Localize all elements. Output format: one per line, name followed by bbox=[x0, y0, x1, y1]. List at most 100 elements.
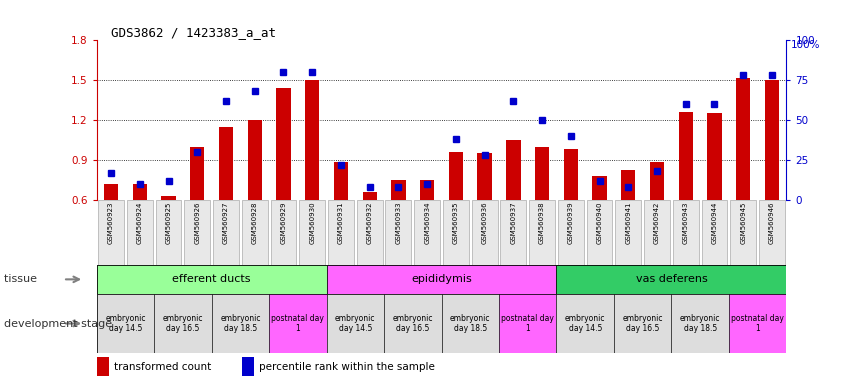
Bar bbox=[326, 294, 384, 353]
Bar bbox=[97, 294, 154, 353]
Bar bbox=[161, 196, 176, 200]
Bar bbox=[127, 200, 153, 265]
Text: embryonic
day 16.5: embryonic day 16.5 bbox=[622, 314, 663, 333]
Bar bbox=[219, 127, 233, 200]
Bar bbox=[247, 120, 262, 200]
Bar bbox=[449, 152, 463, 200]
Text: tissue: tissue bbox=[4, 274, 40, 285]
Text: GSM560923: GSM560923 bbox=[108, 202, 114, 244]
Bar bbox=[190, 147, 204, 200]
Text: GSM560939: GSM560939 bbox=[568, 202, 574, 244]
Bar bbox=[213, 200, 239, 265]
Bar bbox=[587, 200, 612, 265]
Text: GSM560925: GSM560925 bbox=[166, 202, 172, 244]
Text: embryonic
day 18.5: embryonic day 18.5 bbox=[450, 314, 490, 333]
Bar bbox=[616, 200, 641, 265]
Bar bbox=[442, 294, 499, 353]
Bar bbox=[679, 112, 693, 200]
Bar bbox=[673, 200, 699, 265]
Bar bbox=[730, 200, 756, 265]
Text: GSM560928: GSM560928 bbox=[251, 202, 257, 244]
Bar bbox=[326, 265, 557, 294]
Text: embryonic
day 18.5: embryonic day 18.5 bbox=[680, 314, 721, 333]
Bar bbox=[500, 200, 526, 265]
Text: GDS3862 / 1423383_a_at: GDS3862 / 1423383_a_at bbox=[110, 26, 276, 39]
Bar bbox=[614, 294, 671, 353]
Text: efferent ducts: efferent ducts bbox=[172, 274, 251, 285]
Bar bbox=[242, 200, 267, 265]
Text: GSM560929: GSM560929 bbox=[281, 202, 287, 244]
Bar bbox=[97, 265, 326, 294]
Bar bbox=[156, 200, 182, 265]
Text: embryonic
day 18.5: embryonic day 18.5 bbox=[220, 314, 261, 333]
Bar bbox=[212, 294, 269, 353]
Bar bbox=[98, 200, 124, 265]
Bar bbox=[759, 200, 785, 265]
Bar bbox=[334, 162, 348, 200]
Bar bbox=[707, 113, 722, 200]
Text: postnatal day
1: postnatal day 1 bbox=[501, 314, 554, 333]
Text: vas deferens: vas deferens bbox=[636, 274, 707, 285]
Bar bbox=[729, 294, 786, 353]
Bar bbox=[415, 200, 440, 265]
Text: GSM560926: GSM560926 bbox=[194, 202, 200, 244]
Text: embryonic
day 14.5: embryonic day 14.5 bbox=[335, 314, 376, 333]
Text: GSM560944: GSM560944 bbox=[711, 202, 717, 244]
Bar bbox=[97, 357, 109, 376]
Text: GSM560943: GSM560943 bbox=[683, 202, 689, 244]
Text: epididymis: epididymis bbox=[411, 274, 472, 285]
Text: embryonic
day 14.5: embryonic day 14.5 bbox=[565, 314, 606, 333]
Text: percentile rank within the sample: percentile rank within the sample bbox=[259, 362, 435, 372]
Bar bbox=[701, 200, 727, 265]
Text: GSM560930: GSM560930 bbox=[309, 202, 315, 244]
Bar bbox=[736, 78, 750, 200]
Bar bbox=[563, 149, 578, 200]
Bar bbox=[443, 200, 468, 265]
Bar bbox=[384, 294, 442, 353]
Bar bbox=[472, 200, 498, 265]
Text: embryonic
day 14.5: embryonic day 14.5 bbox=[105, 314, 145, 333]
Text: GSM560932: GSM560932 bbox=[367, 202, 373, 244]
Bar bbox=[154, 294, 212, 353]
Bar bbox=[644, 200, 670, 265]
Bar bbox=[535, 147, 549, 200]
Bar bbox=[557, 265, 786, 294]
Bar bbox=[671, 294, 729, 353]
Bar bbox=[391, 180, 405, 200]
Text: embryonic
day 16.5: embryonic day 16.5 bbox=[162, 314, 204, 333]
Text: GSM560942: GSM560942 bbox=[654, 202, 660, 244]
Bar bbox=[764, 80, 779, 200]
Text: development stage: development stage bbox=[4, 318, 116, 329]
Text: GSM560924: GSM560924 bbox=[137, 202, 143, 244]
Bar bbox=[133, 184, 147, 200]
Bar bbox=[277, 88, 291, 200]
Text: embryonic
day 16.5: embryonic day 16.5 bbox=[393, 314, 433, 333]
Bar bbox=[420, 180, 434, 200]
Bar bbox=[241, 357, 254, 376]
Text: GSM560938: GSM560938 bbox=[539, 202, 545, 244]
Bar bbox=[499, 294, 557, 353]
Text: GSM560945: GSM560945 bbox=[740, 202, 746, 244]
Text: GSM560934: GSM560934 bbox=[424, 202, 430, 244]
Bar bbox=[357, 200, 383, 265]
Text: GSM560941: GSM560941 bbox=[626, 202, 632, 244]
Text: GSM560933: GSM560933 bbox=[395, 202, 401, 244]
Bar bbox=[328, 200, 354, 265]
Bar bbox=[506, 140, 521, 200]
Bar bbox=[558, 200, 584, 265]
Text: postnatal day
1: postnatal day 1 bbox=[731, 314, 784, 333]
Text: GSM560936: GSM560936 bbox=[482, 202, 488, 244]
Bar bbox=[184, 200, 210, 265]
Bar bbox=[621, 170, 636, 200]
Text: 100%: 100% bbox=[791, 40, 820, 50]
Bar bbox=[269, 294, 326, 353]
Bar bbox=[299, 200, 325, 265]
Text: GSM560937: GSM560937 bbox=[510, 202, 516, 244]
Bar bbox=[557, 294, 614, 353]
Bar bbox=[592, 176, 606, 200]
Text: transformed count: transformed count bbox=[114, 362, 211, 372]
Text: GSM560946: GSM560946 bbox=[769, 202, 775, 244]
Bar bbox=[478, 153, 492, 200]
Bar bbox=[529, 200, 555, 265]
Text: GSM560927: GSM560927 bbox=[223, 202, 229, 244]
